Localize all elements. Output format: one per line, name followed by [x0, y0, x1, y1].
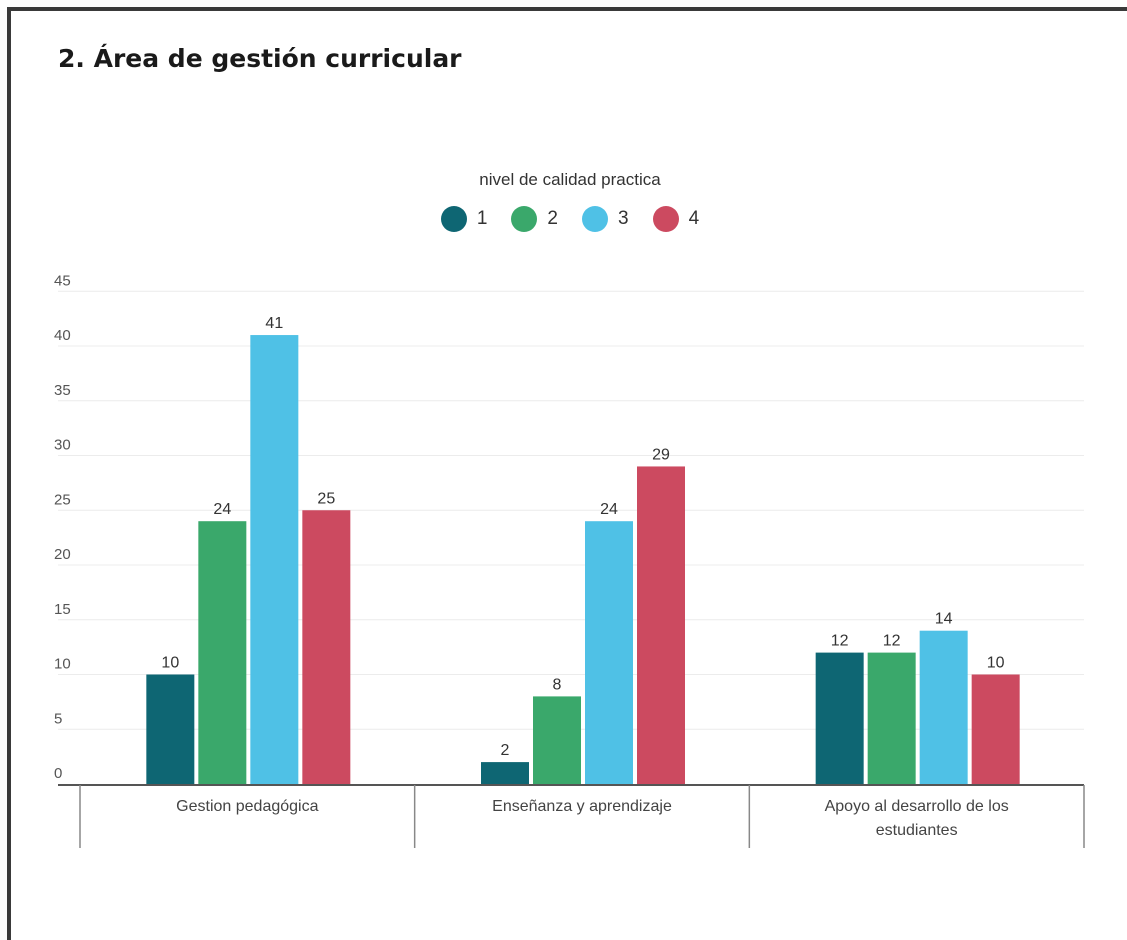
y-tick-label: 5 — [54, 710, 62, 727]
legend-item-1: 1 — [440, 206, 488, 232]
y-tick-label: 45 — [54, 272, 71, 289]
legend-item-3: 3 — [582, 206, 629, 232]
category-label: Apoyo al desarrollo de los — [825, 798, 1009, 815]
bar-2-1 — [198, 521, 247, 784]
bar-1-2 — [481, 762, 529, 784]
category-label: Gestion pedagógica — [176, 798, 318, 815]
bar-1-1 — [146, 674, 195, 784]
legend-swatch-4 — [652, 206, 679, 232]
data-label: 8 — [553, 676, 562, 693]
data-label: 41 — [265, 315, 283, 332]
data-label: 2 — [501, 742, 510, 759]
bar-4-3 — [971, 674, 1020, 784]
y-tick-label: 30 — [54, 437, 71, 454]
legend-label-3: 3 — [618, 208, 629, 229]
data-label: 24 — [213, 501, 231, 518]
bar-1-3 — [815, 652, 864, 784]
y-tick-label: 15 — [54, 601, 71, 618]
y-tick-label: 10 — [54, 656, 71, 673]
legend-swatch-1 — [440, 206, 467, 232]
data-label: 12 — [883, 633, 901, 650]
chart-frame — [7, 7, 1127, 940]
data-label: 10 — [987, 655, 1005, 672]
data-label: 24 — [600, 501, 618, 518]
bar-2-2 — [533, 696, 581, 784]
data-label: 25 — [317, 490, 335, 507]
legend-label-4: 4 — [688, 208, 700, 229]
legend-swatch-3 — [582, 206, 608, 232]
data-label: 10 — [161, 655, 179, 672]
bar-3-1 — [250, 335, 299, 784]
legend-item-4: 4 — [652, 206, 700, 232]
y-tick-label: 0 — [54, 765, 62, 782]
data-label: 14 — [935, 611, 953, 628]
data-label: 12 — [831, 633, 849, 650]
category-label: estudiantes — [876, 822, 958, 839]
bar-4-1 — [302, 510, 351, 784]
legend-label-1: 1 — [476, 208, 488, 229]
legend-item-2: 2 — [511, 206, 558, 232]
legend-title: nivel de calidad practica — [479, 170, 661, 189]
bar-2-3 — [867, 652, 916, 784]
legend-swatch-2 — [511, 206, 538, 232]
data-label: 29 — [652, 446, 670, 463]
y-tick-label: 35 — [54, 382, 71, 399]
y-tick-label: 20 — [54, 546, 71, 563]
legend: 1 2 3 4 — [0, 206, 1127, 232]
chart-title: 2. Área de gestión curricular — [58, 44, 462, 73]
y-tick-label: 25 — [54, 491, 71, 508]
legend-label-2: 2 — [547, 208, 558, 229]
bar-3-2 — [585, 521, 633, 784]
category-label: Enseñanza y aprendizaje — [492, 798, 672, 815]
bar-4-2 — [637, 466, 685, 784]
y-tick-label: 40 — [54, 327, 71, 344]
bar-3-3 — [919, 630, 968, 784]
